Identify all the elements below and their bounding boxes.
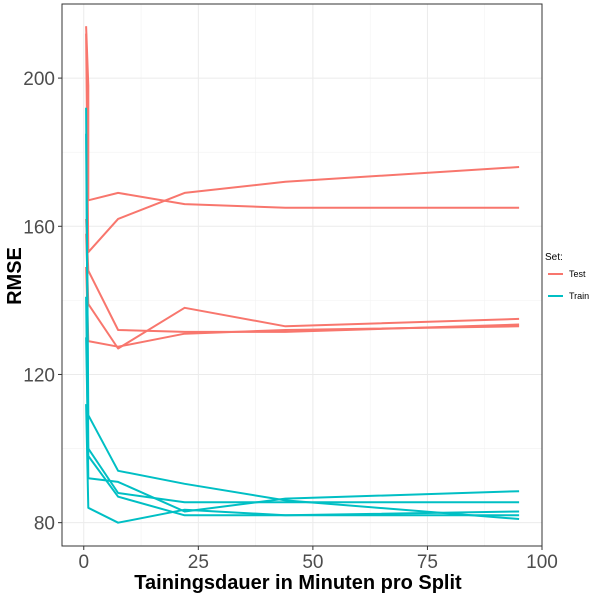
legend-title: Set: (545, 252, 563, 263)
legend-label-train: Train (569, 291, 589, 301)
series-line-train-10 (85, 404, 520, 524)
series-line-test-2 (85, 33, 520, 254)
series-layer (85, 26, 520, 524)
y-axis-title: RMSE (4, 247, 26, 305)
series-line-test-5 (85, 266, 520, 348)
series-line-test-1 (85, 26, 520, 209)
x-axis-title: Tainingsdauer in Minuten pro Split (134, 572, 462, 594)
y-tick-label: 120 (23, 365, 55, 386)
y-tick-label: 160 (23, 217, 55, 238)
y-tick-label: 80 (34, 514, 55, 535)
x-tick-label: 75 (417, 552, 438, 573)
legend: Set: Test Train (545, 252, 589, 301)
grid-major (62, 4, 543, 546)
series-line-train-6 (85, 107, 520, 520)
x-tick-label: 50 (302, 552, 323, 573)
series-line-test-3 (85, 218, 520, 333)
panel-border (61, 3, 543, 547)
ticks-layer (58, 77, 543, 550)
legend-label-test: Test (569, 269, 586, 279)
tick-labels-layer: 0 25 50 75 100 80 120 160 200 (23, 69, 558, 573)
y-tick-label: 200 (23, 69, 55, 90)
grid-minor (62, 4, 542, 546)
series-line-train-9 (85, 337, 520, 517)
series-line-train-7 (85, 133, 520, 504)
x-tick-label: 0 (78, 552, 89, 573)
x-tick-label: 100 (526, 552, 558, 573)
x-tick-label: 25 (188, 552, 209, 573)
